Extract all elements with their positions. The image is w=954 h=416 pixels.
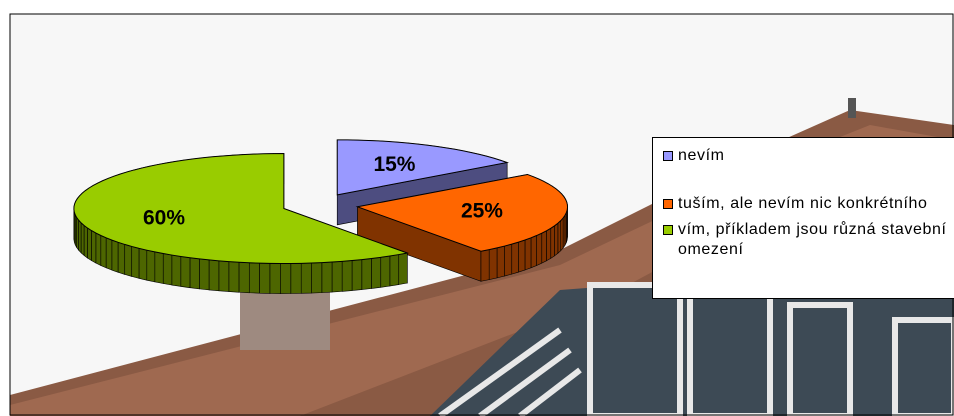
slice-top <box>336 139 510 196</box>
slice-side <box>557 219 562 254</box>
data-label: 60% <box>143 206 185 229</box>
slice-side <box>351 259 363 291</box>
slice-side <box>371 256 382 289</box>
slice-side <box>95 232 102 266</box>
slice-side <box>361 258 372 290</box>
slice-side <box>518 239 526 273</box>
legend-entry: tuším, ale nevím nic konkrétního <box>663 194 954 214</box>
slice-side <box>199 258 210 291</box>
slice-side <box>259 262 271 294</box>
slice-side <box>488 247 498 281</box>
slice-side <box>154 251 164 284</box>
slice-top <box>355 173 569 252</box>
slice-side <box>87 227 92 262</box>
slice-side <box>504 243 513 277</box>
slice-side <box>530 235 537 269</box>
pie: 15% 25% 60% <box>73 139 569 294</box>
slice-side <box>189 257 200 290</box>
slice-side <box>78 219 82 254</box>
slice-side <box>208 259 220 292</box>
slice-side <box>341 260 353 292</box>
legend-label: vím, příkladem jsou různá stavební omeze… <box>678 221 947 258</box>
pie-slice <box>355 173 569 282</box>
slice-side <box>100 235 107 269</box>
data-label: 25% <box>461 199 503 222</box>
slice-top <box>73 153 410 265</box>
slice-side <box>162 253 173 286</box>
slice-side <box>511 241 519 275</box>
slice-side <box>300 262 312 294</box>
legend: nevím tuším, ale nevím nic konkrétního vím… <box>652 137 954 299</box>
slice-side <box>380 255 391 288</box>
slice-side <box>238 261 250 294</box>
slice-side <box>91 230 97 264</box>
slice-side <box>248 262 260 294</box>
slice-side <box>321 261 333 293</box>
slice-side <box>138 247 148 281</box>
legend-entry: vím, příkladem jsou různá stavební omeze… <box>663 220 954 260</box>
legend-swatch <box>663 151 673 161</box>
slice-side <box>550 225 555 259</box>
slice-side <box>171 254 182 287</box>
slice-side <box>111 239 119 273</box>
data-label: 15% <box>373 153 415 176</box>
slice-side <box>146 249 156 283</box>
legend-label: tuším, ale nevím nic konkrétního <box>678 195 928 212</box>
slice-side <box>554 222 559 257</box>
slice-side <box>117 241 126 275</box>
slice-side <box>228 261 240 293</box>
slice-side <box>83 224 88 259</box>
slice-side <box>124 244 133 277</box>
slice-side <box>269 263 281 294</box>
slice-side <box>105 237 113 271</box>
slice-side <box>536 232 543 266</box>
slice-side <box>311 262 323 294</box>
slice-side <box>80 222 85 257</box>
legend-swatch <box>663 225 673 235</box>
slice-side <box>290 263 302 294</box>
slice-side <box>546 227 552 262</box>
legend-label: nevím <box>678 147 725 164</box>
slice-side <box>560 217 564 252</box>
slice-side <box>496 245 505 279</box>
slice-side <box>218 260 230 292</box>
slice-side <box>131 246 140 279</box>
slice-side <box>480 249 490 282</box>
legend-entry: nevím <box>663 146 954 166</box>
slice-side <box>389 254 400 287</box>
pie-slice <box>73 153 410 294</box>
slice-side <box>524 237 532 271</box>
slice-side <box>180 256 191 289</box>
slice-side <box>331 261 343 293</box>
legend-swatch <box>663 199 673 209</box>
slice-side <box>398 252 408 285</box>
slice-side <box>541 230 547 264</box>
slice-side <box>280 263 292 294</box>
